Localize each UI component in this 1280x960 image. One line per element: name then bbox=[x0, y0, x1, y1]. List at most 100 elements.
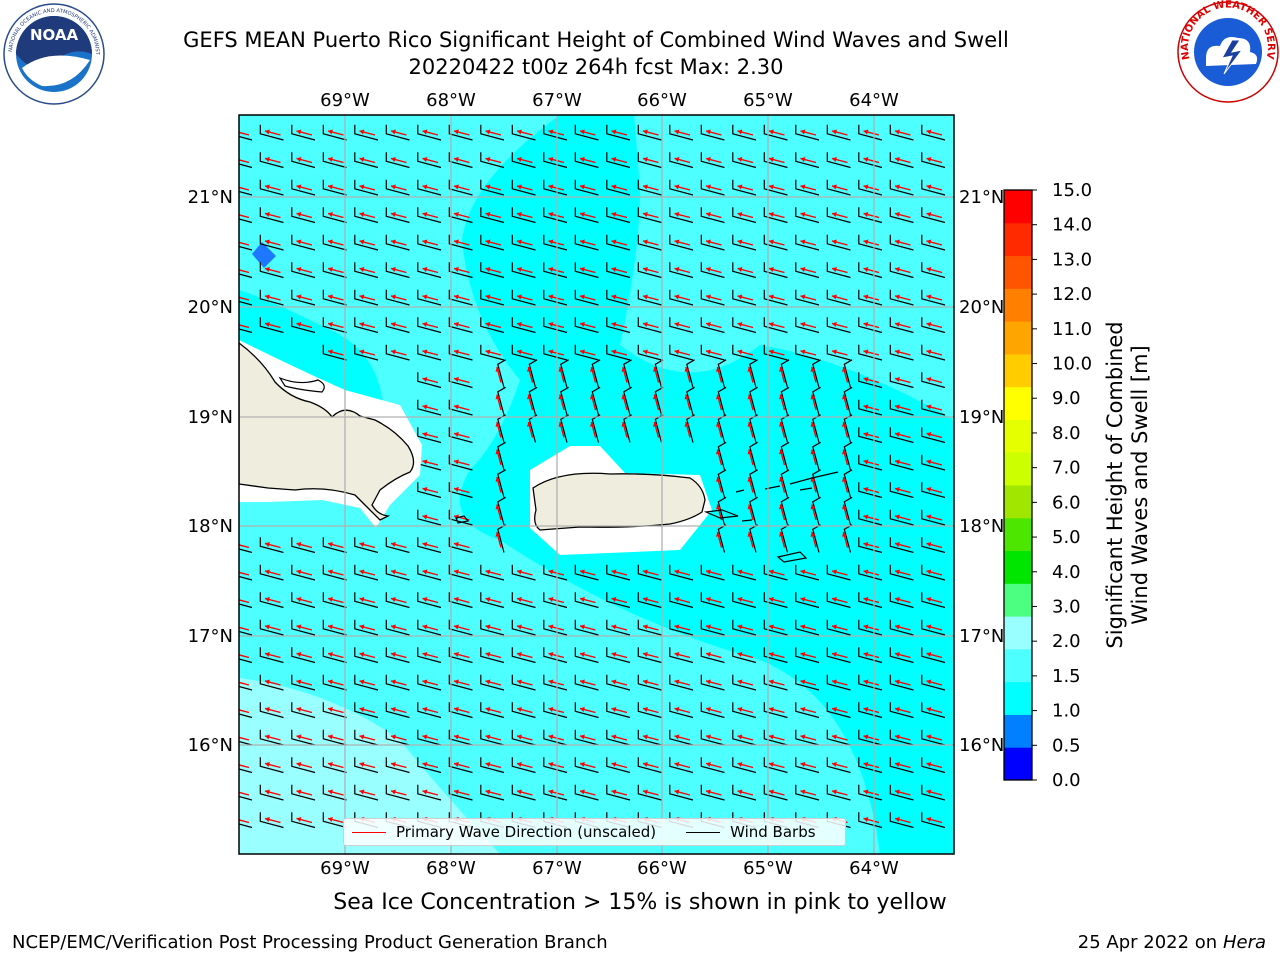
wind-barb bbox=[574, 262, 599, 279]
wind-barb bbox=[385, 537, 410, 554]
map-panel bbox=[234, 115, 954, 854]
wave-arrow-head bbox=[926, 129, 932, 135]
wind-barb bbox=[560, 359, 569, 388]
wind-barb bbox=[511, 344, 536, 361]
wind-barb bbox=[574, 592, 599, 609]
wave-arrow-head bbox=[863, 129, 869, 135]
wave-arrow-head bbox=[643, 597, 648, 602]
wind-barb bbox=[322, 234, 347, 251]
wind-barb bbox=[385, 289, 410, 306]
wave-arrow-head bbox=[359, 597, 365, 602]
wind-barb bbox=[669, 152, 694, 169]
wave-arrow-head bbox=[328, 542, 333, 547]
wind-barb bbox=[259, 702, 284, 719]
wind-barb bbox=[889, 482, 914, 499]
wave-arrow-head bbox=[832, 184, 837, 190]
wave-arrow-head bbox=[422, 652, 428, 657]
wave-arrow-head bbox=[517, 184, 522, 190]
wind-barb bbox=[322, 344, 347, 361]
wind-barb bbox=[763, 647, 788, 664]
wave-arrow-head bbox=[706, 569, 711, 575]
wave-arrow-head bbox=[548, 184, 554, 190]
wave-arrow bbox=[239, 241, 250, 246]
wave-arrow-head bbox=[454, 679, 459, 685]
wave-arrow-head bbox=[611, 349, 617, 355]
wave-arrow-head bbox=[359, 239, 365, 245]
wave-arrow-head bbox=[548, 322, 554, 327]
wave-arrow-head bbox=[895, 459, 900, 465]
wave-arrow-head bbox=[548, 349, 554, 355]
wave-arrow-head bbox=[517, 157, 522, 162]
wind-barb bbox=[763, 179, 788, 196]
wind-barb bbox=[574, 702, 599, 719]
wind-barb bbox=[385, 344, 410, 361]
wave-arrow-head bbox=[800, 184, 806, 190]
wave-arrow-head bbox=[800, 294, 806, 300]
wave-arrow-head bbox=[674, 707, 680, 712]
wind-barb bbox=[448, 784, 473, 801]
legend-label-wind-barbs: Wind Barbs bbox=[730, 823, 816, 841]
wave-arrow bbox=[239, 764, 250, 769]
wave-arrow-head bbox=[800, 597, 806, 602]
wave-arrow-head bbox=[391, 542, 396, 547]
wave-arrow-head bbox=[611, 679, 617, 685]
wind-barb bbox=[354, 784, 379, 801]
wave-arrow-head bbox=[706, 157, 711, 162]
wind-barb bbox=[795, 124, 820, 141]
wind-barb bbox=[511, 234, 536, 251]
wave-direction-field bbox=[234, 129, 943, 824]
wave-arrow-head bbox=[737, 184, 743, 190]
lat-label-right: 16°N bbox=[959, 735, 1004, 756]
wind-barb bbox=[812, 386, 821, 416]
wave-arrow-head bbox=[716, 449, 721, 455]
wave-arrow-head bbox=[737, 624, 743, 630]
wind-barb bbox=[417, 619, 442, 636]
wind-barb bbox=[812, 441, 821, 471]
land-hispaniola-island-north bbox=[278, 376, 325, 393]
wind-barb bbox=[354, 179, 379, 196]
wind-barb bbox=[795, 152, 820, 169]
wind-barb bbox=[669, 674, 694, 691]
wave-arrow-head bbox=[895, 624, 900, 630]
wave-arrow-head bbox=[863, 762, 869, 767]
wave-arrow-head bbox=[328, 569, 333, 575]
wind-barb bbox=[417, 592, 442, 609]
wind-barb bbox=[921, 702, 946, 719]
wave-arrow-head bbox=[359, 184, 365, 190]
wave-arrow-head bbox=[842, 449, 847, 455]
wind-barb bbox=[812, 496, 821, 526]
wave-arrow-head bbox=[527, 422, 532, 427]
wind-barb bbox=[354, 757, 379, 774]
wave-arrow-head bbox=[611, 184, 617, 190]
wind-barb bbox=[291, 564, 316, 581]
wave-arrow-head bbox=[643, 294, 648, 300]
wave-arrow-head bbox=[296, 322, 302, 327]
wave-arrow-head bbox=[359, 129, 365, 135]
colorbar-swatch bbox=[1004, 648, 1032, 683]
wave-arrow-head bbox=[454, 377, 459, 382]
wind-barb bbox=[448, 702, 473, 719]
wave-arrow bbox=[239, 544, 250, 549]
wave-arrow-head bbox=[265, 679, 270, 685]
wave-arrow-head bbox=[863, 707, 869, 712]
wind-barb bbox=[763, 124, 788, 141]
wave-arrow-head bbox=[234, 680, 239, 685]
wind-barb bbox=[574, 674, 599, 691]
wind-barb bbox=[763, 674, 788, 691]
wind-barb bbox=[259, 784, 284, 801]
wind-barb bbox=[717, 414, 727, 443]
wave-arrow-head bbox=[769, 624, 774, 630]
wave-arrow-head bbox=[643, 349, 648, 355]
wind-barb bbox=[606, 757, 631, 774]
wave-arrow-head bbox=[422, 487, 428, 492]
wind-barb bbox=[921, 262, 946, 279]
wave-arrow-head bbox=[580, 129, 585, 135]
wave-arrow-head bbox=[895, 184, 900, 190]
wave-arrow-head bbox=[265, 817, 270, 822]
legend-item-primary-wave: Primary Wave Direction (unscaled) bbox=[352, 823, 656, 841]
wave-arrow bbox=[239, 626, 250, 631]
wind-barb bbox=[511, 619, 536, 636]
wave-arrow-head bbox=[895, 377, 900, 382]
legend-swatch-red-line bbox=[352, 831, 386, 833]
wind-barb bbox=[543, 619, 568, 636]
